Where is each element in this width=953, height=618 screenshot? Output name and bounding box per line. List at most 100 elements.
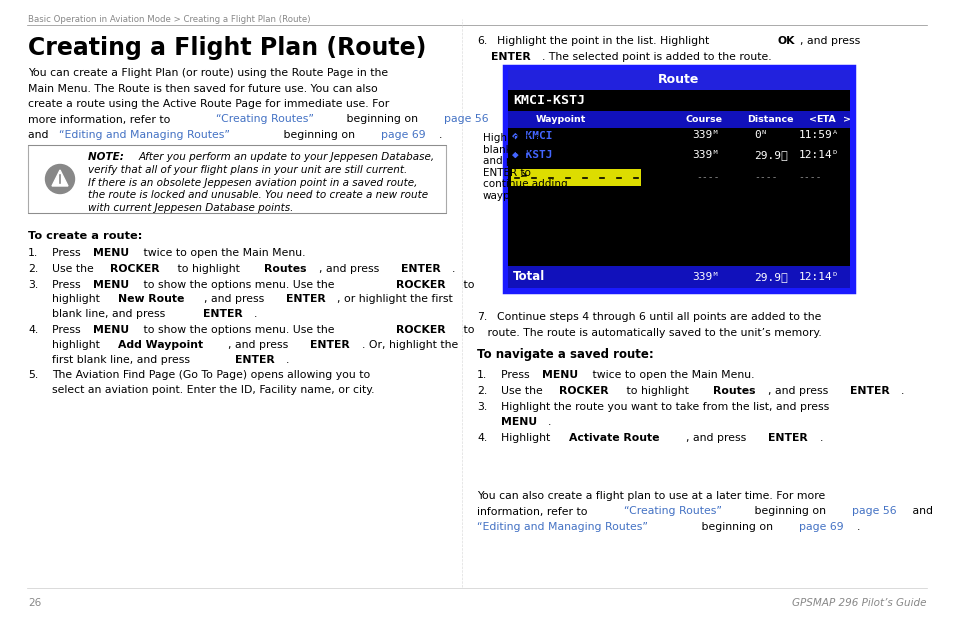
Text: .: . [253, 309, 257, 320]
FancyBboxPatch shape [507, 70, 849, 288]
FancyBboxPatch shape [507, 187, 849, 266]
Text: After you perform an update to your Jeppesen Database,: After you perform an update to your Jepp… [139, 152, 435, 162]
Text: Highlight the route you want to take from the list, and press: Highlight the route you want to take fro… [500, 402, 828, 412]
Text: .: . [547, 417, 551, 427]
Text: the route is locked and unusable. You need to create a new route: the route is locked and unusable. You ne… [88, 190, 428, 200]
Text: blank line, and press: blank line, and press [52, 309, 169, 320]
FancyBboxPatch shape [507, 70, 849, 90]
Text: .: . [286, 355, 289, 365]
Text: , and press: , and press [318, 264, 382, 274]
Text: KMCI-KSTJ: KMCI-KSTJ [513, 94, 584, 107]
Text: Basic Operation in Aviation Mode > Creating a Flight Plan (Route): Basic Operation in Aviation Mode > Creat… [28, 15, 310, 24]
Text: 4.: 4. [476, 433, 487, 443]
Text: NOTE:: NOTE: [88, 152, 128, 162]
FancyBboxPatch shape [507, 266, 849, 288]
Text: OK: OK [777, 36, 794, 46]
Text: , or highlight the first: , or highlight the first [337, 294, 453, 305]
FancyBboxPatch shape [507, 91, 849, 111]
Text: ROCKER: ROCKER [111, 264, 160, 274]
Text: page 69: page 69 [380, 130, 425, 140]
Text: Highlight the point in the list. Highlight: Highlight the point in the list. Highlig… [490, 36, 712, 46]
Text: 29.9ᴯ: 29.9ᴯ [754, 150, 787, 160]
Text: MENU: MENU [93, 279, 130, 290]
Text: beginning on: beginning on [342, 114, 420, 124]
Text: MENU: MENU [500, 417, 537, 427]
Text: 3.: 3. [28, 279, 38, 290]
Text: beginning on: beginning on [697, 522, 776, 532]
Text: to: to [459, 325, 474, 335]
Text: ENTER: ENTER [202, 309, 242, 320]
Text: 339ᴹ: 339ᴹ [692, 150, 719, 160]
Text: 1.: 1. [28, 248, 38, 258]
Text: 2.: 2. [28, 264, 38, 274]
Text: “Creating Routes”: “Creating Routes” [216, 114, 314, 124]
Text: and: and [908, 507, 932, 517]
Text: To navigate a saved route:: To navigate a saved route: [476, 348, 653, 361]
Text: Distance: Distance [746, 116, 793, 124]
Text: 1.: 1. [476, 370, 487, 380]
Text: ◆ KMCI: ◆ KMCI [512, 130, 552, 140]
Text: , and press: , and press [685, 433, 749, 443]
Text: ENTER: ENTER [490, 51, 530, 62]
Text: page 56: page 56 [851, 507, 896, 517]
Text: more information, refer to: more information, refer to [28, 114, 173, 124]
Text: ENTER: ENTER [400, 264, 440, 274]
Text: ENTER: ENTER [310, 340, 350, 350]
Text: Main Menu. The Route is then saved for future use. You can also: Main Menu. The Route is then saved for f… [28, 83, 377, 93]
Text: to: to [459, 279, 474, 290]
Text: 5.: 5. [28, 370, 38, 381]
Text: .: . [819, 433, 821, 443]
Text: 4.: 4. [28, 325, 38, 335]
Text: beginning on: beginning on [279, 130, 357, 140]
Text: Press: Press [52, 279, 84, 290]
Text: “Editing and Managing Routes”: “Editing and Managing Routes” [476, 522, 647, 532]
Text: 339ᴹ: 339ᴹ [692, 130, 719, 140]
Text: and: and [28, 130, 52, 140]
FancyBboxPatch shape [28, 145, 446, 213]
Text: .: . [901, 386, 903, 396]
Text: ETA: ETA [815, 116, 835, 124]
Text: Use the: Use the [52, 264, 97, 274]
Text: ----: ---- [754, 172, 777, 182]
FancyBboxPatch shape [503, 66, 853, 292]
Text: , and press: , and press [228, 340, 292, 350]
Text: 0ᴺ: 0ᴺ [754, 130, 767, 140]
Text: Waypoint: Waypoint [535, 116, 585, 124]
Text: verify that all of your flight plans in your unit are still current.: verify that all of your flight plans in … [88, 165, 407, 175]
Text: to highlight: to highlight [174, 264, 244, 274]
Text: You can also create a flight plan to use at a later time. For more: You can also create a flight plan to use… [476, 491, 824, 501]
Text: .: . [438, 130, 441, 140]
Text: Activate Route: Activate Route [569, 433, 659, 443]
Text: MENU: MENU [542, 370, 578, 380]
Text: , and press: , and press [767, 386, 831, 396]
Text: ENTER: ENTER [234, 355, 274, 365]
Text: 11:59ᴬ: 11:59ᴬ [798, 130, 839, 140]
Text: page 69: page 69 [798, 522, 842, 532]
Text: 26: 26 [28, 598, 41, 608]
Text: 12:14ᴰ: 12:14ᴰ [798, 150, 839, 160]
Text: Highlight a
blank line
and press
ENTER to
continue adding
waypoints.: Highlight a blank line and press ENTER t… [482, 133, 567, 201]
Text: Total: Total [513, 271, 545, 284]
Text: ----: ---- [798, 172, 821, 182]
FancyArrowPatch shape [521, 172, 526, 176]
Text: 29.9ᴯ: 29.9ᴯ [754, 272, 787, 282]
Text: <: < [808, 116, 816, 124]
Text: with current Jeppesen Database points.: with current Jeppesen Database points. [88, 203, 294, 213]
Text: twice to open the Main Menu.: twice to open the Main Menu. [140, 248, 305, 258]
Text: twice to open the Main Menu.: twice to open the Main Menu. [588, 370, 754, 380]
Text: 12:14ᴰ: 12:14ᴰ [798, 272, 839, 282]
Text: MENU: MENU [93, 325, 130, 335]
Text: Creating a Flight Plan (Route): Creating a Flight Plan (Route) [28, 36, 426, 60]
Text: Course: Course [685, 116, 722, 124]
Text: Routes: Routes [264, 264, 306, 274]
Text: 7.: 7. [476, 312, 487, 322]
Text: ----: ---- [696, 172, 719, 182]
Text: beginning on: beginning on [750, 507, 828, 517]
Text: ENTER: ENTER [286, 294, 326, 305]
Circle shape [46, 164, 74, 193]
Text: Add Waypoint: Add Waypoint [118, 340, 203, 350]
Text: Routes: Routes [712, 386, 755, 396]
Text: MENU: MENU [93, 248, 130, 258]
Text: to show the options menu. Use the: to show the options menu. Use the [140, 325, 337, 335]
Text: >: > [842, 116, 850, 124]
